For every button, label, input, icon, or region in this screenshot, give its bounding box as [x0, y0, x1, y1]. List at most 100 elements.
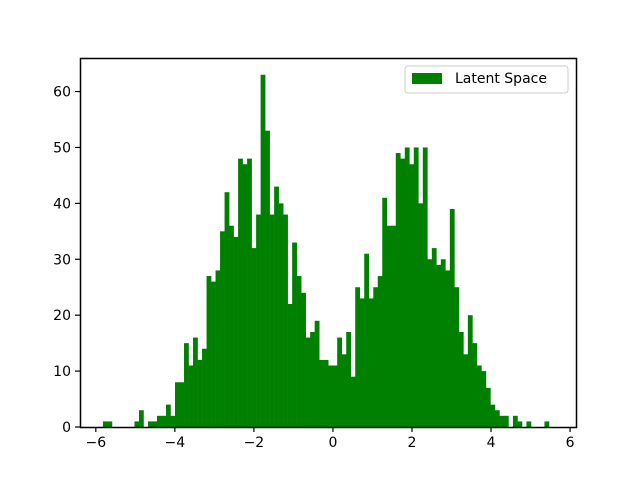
histogram-bar	[413, 147, 419, 428]
histogram-bar	[102, 421, 108, 427]
histogram-bar	[458, 331, 464, 427]
histogram-bar	[229, 225, 234, 427]
histogram-bar	[440, 259, 446, 427]
histogram-bar	[341, 354, 347, 427]
histogram-bar	[350, 376, 356, 427]
legend-box	[404, 65, 569, 94]
y-tick-label: 60	[53, 85, 71, 101]
histogram-bar	[314, 320, 320, 427]
histogram-bar	[152, 421, 158, 427]
histogram-bar	[202, 348, 207, 427]
histogram-bar	[238, 158, 243, 428]
x-tick-label: 0	[328, 435, 337, 451]
legend-swatch	[412, 73, 442, 84]
histogram-bar	[193, 337, 198, 427]
histogram-bar	[256, 214, 261, 427]
histogram-bar	[454, 287, 460, 427]
histogram-bar	[211, 281, 216, 427]
y-tick-label: 40	[53, 196, 71, 212]
histogram-bar	[247, 158, 252, 428]
histogram-bar	[332, 365, 338, 427]
y-tick-label: 30	[53, 252, 71, 268]
histogram-bar	[400, 158, 406, 428]
histogram-bar	[391, 225, 397, 427]
histogram-bar	[386, 225, 392, 427]
histogram-bar	[418, 203, 424, 427]
histogram-bar	[179, 382, 185, 427]
histogram-bar	[472, 343, 478, 427]
histogram-bar	[170, 415, 176, 427]
histogram-bar	[233, 236, 239, 427]
histogram-bar	[463, 354, 469, 427]
histogram-bar	[165, 404, 171, 427]
histogram-bar	[544, 421, 550, 427]
x-tick-label: −2	[244, 435, 265, 451]
histogram-bar	[269, 214, 275, 427]
x-tick-label: 6	[566, 435, 575, 451]
histogram-bar	[188, 365, 194, 427]
x-tick-label: −4	[165, 435, 186, 451]
histogram-bar	[368, 298, 374, 427]
histogram-bar	[503, 415, 509, 427]
histogram-bar	[422, 147, 428, 428]
histogram-bar	[409, 164, 415, 427]
x-tick-label: 4	[487, 435, 496, 451]
y-tick-label: 50	[53, 140, 71, 156]
histogram-bar	[485, 387, 491, 427]
histogram-bar	[499, 415, 505, 427]
histogram-bar	[287, 304, 293, 427]
y-tick-label: 0	[62, 420, 71, 436]
histogram-bar	[147, 421, 153, 427]
histogram-bar	[224, 192, 230, 427]
histogram-bar	[161, 415, 167, 427]
histogram-bar	[449, 208, 455, 427]
axes-frame	[79, 57, 578, 429]
histogram-bar	[328, 365, 334, 427]
histogram-bar	[107, 421, 113, 427]
histogram-bar	[436, 264, 442, 427]
legend: Latent Space	[404, 65, 569, 94]
histogram-bar	[382, 197, 388, 427]
histogram-bar	[301, 292, 306, 427]
histogram-bar	[481, 371, 487, 427]
histogram-bar	[467, 315, 473, 427]
legend-label: Latent Space	[455, 71, 547, 87]
histogram-bar	[184, 343, 189, 427]
histogram-bar	[310, 331, 315, 427]
histogram-bar	[283, 214, 288, 427]
histogram-bar	[292, 242, 297, 427]
histogram-bar	[377, 276, 383, 427]
histogram-bar	[526, 421, 532, 427]
histogram-bar	[265, 130, 270, 427]
histogram-bar	[494, 410, 500, 427]
y-axis: 0 10 20 30 40 50 60	[53, 85, 80, 436]
x-tick-label: −6	[85, 435, 106, 451]
histogram-bar	[220, 231, 225, 427]
x-axis: −6 −4 −2 0 2 4 6	[85, 427, 575, 451]
histogram-bar	[319, 359, 324, 427]
histogram-bar	[445, 270, 451, 427]
histogram-bar	[206, 276, 212, 427]
histogram-bar	[517, 421, 523, 427]
histogram-bar	[296, 276, 302, 427]
histogram-bar	[305, 337, 311, 427]
histogram-bar	[431, 248, 437, 427]
histogram-bar	[134, 421, 140, 427]
histogram-bar	[364, 253, 370, 427]
histogram-bar	[251, 248, 257, 427]
histogram-bar	[395, 153, 401, 427]
histogram-bar	[175, 382, 180, 427]
histogram-bar	[274, 186, 279, 427]
histogram-bar	[215, 270, 221, 427]
histogram-bar	[404, 147, 410, 428]
histogram-bar	[323, 359, 329, 427]
histogram-bar	[242, 164, 248, 427]
histogram-bar	[337, 337, 343, 427]
histogram-bar	[278, 203, 284, 427]
histogram-bar	[260, 74, 266, 427]
histogram-bar	[197, 359, 203, 427]
bars-group	[102, 74, 550, 428]
x-tick-label: 2	[408, 435, 417, 451]
histogram-bar	[346, 331, 352, 427]
